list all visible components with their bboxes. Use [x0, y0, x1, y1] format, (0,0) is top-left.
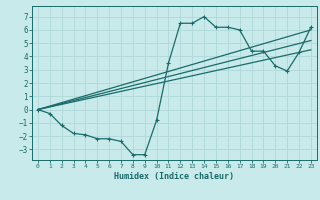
X-axis label: Humidex (Indice chaleur): Humidex (Indice chaleur) [115, 172, 234, 181]
